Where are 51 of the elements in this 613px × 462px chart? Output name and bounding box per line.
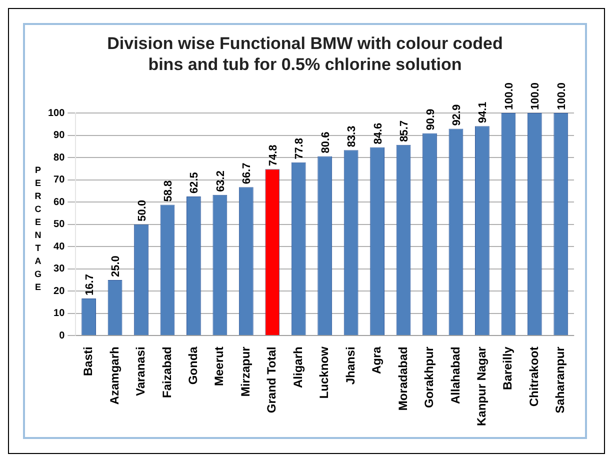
data-label: 77.8: [294, 138, 306, 160]
y-tick-label: 20: [54, 286, 66, 297]
x-tick-label: Agra: [370, 346, 384, 374]
x-tick-label: Lucknow: [317, 346, 332, 399]
data-label: 74.8: [267, 144, 280, 166]
data-label: 83.3: [346, 126, 358, 148]
x-tick-label: Faizabad: [160, 346, 174, 398]
y-tick-label: 90: [54, 130, 66, 142]
data-label: 62.5: [188, 172, 201, 194]
y-tick-label: 80: [54, 152, 66, 164]
y-tick-label: 40: [54, 241, 66, 252]
x-tick-label: Allahabad: [448, 346, 462, 404]
data-label: 94.1: [477, 102, 490, 124]
data-label: 100.0: [530, 82, 542, 110]
x-tick-label: Mirzapur: [238, 346, 252, 397]
y-axis-title: PERCENTAGE: [33, 165, 43, 295]
data-label: 100.0: [503, 82, 516, 110]
data-label: 92.9: [450, 104, 463, 126]
x-tick-label: Azamgarh: [107, 346, 122, 405]
x-tick-label: Gorakhpur: [422, 346, 436, 408]
data-label: 16.7: [84, 274, 96, 296]
x-tick-label: Jhansi: [343, 346, 358, 385]
data-label: 85.7: [398, 120, 411, 142]
x-tick-label: Saharanpur: [553, 346, 568, 414]
x-tick-label: Gonda: [186, 346, 200, 385]
x-tick-label: Aligarh: [290, 346, 305, 388]
x-tick-label: Grand Total: [264, 346, 279, 414]
chart-title: Division wise Functional BMW with colour coded bins and tub for 0.5% chlorine solution: [106, 33, 504, 75]
x-tick-label: Basti: [81, 346, 96, 376]
x-tick-label: Chitrakoot: [526, 346, 541, 407]
y-tick-label: 60: [54, 196, 66, 208]
data-label: 25.0: [110, 256, 122, 277]
data-label: 58.8: [162, 180, 174, 202]
y-tick-label: 70: [54, 174, 66, 186]
y-tick-label: 10: [54, 308, 66, 320]
x-tick-label: Varanasi: [134, 346, 148, 396]
x-tick-label: Kanpur Nagar: [474, 346, 489, 426]
data-label: 63.2: [214, 170, 227, 192]
data-label: 80.6: [320, 132, 332, 154]
data-label: 100.0: [556, 82, 568, 110]
y-tick-label: 100: [48, 108, 66, 119]
x-tick-label: Meerut: [212, 346, 226, 386]
data-label: 90.9: [424, 108, 437, 130]
y-tick-label: 50: [54, 219, 66, 230]
data-label: 50.0: [136, 200, 148, 222]
data-label: 84.6: [372, 122, 384, 144]
data-label: 66.7: [241, 162, 254, 184]
x-tick-label: Moradabad: [396, 346, 410, 411]
y-tick-label: 0: [59, 330, 66, 342]
x-tick-label: Bareilly: [500, 346, 515, 390]
y-tick-label: 30: [54, 264, 66, 275]
